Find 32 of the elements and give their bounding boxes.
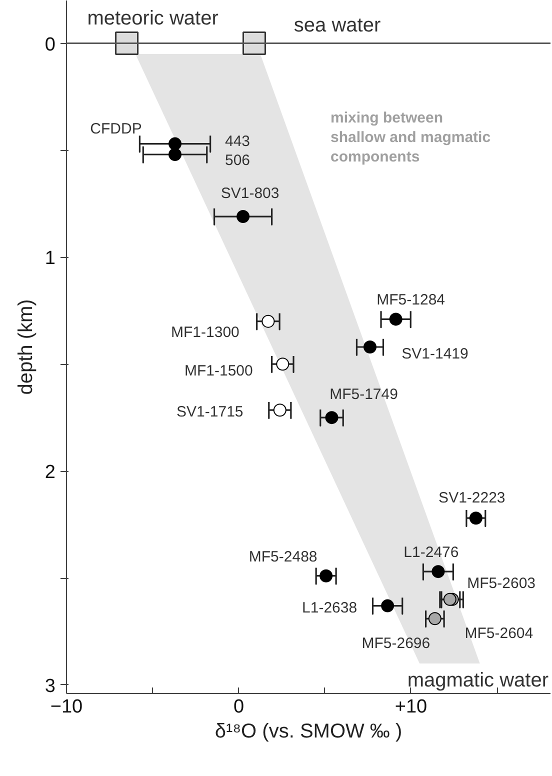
x-axis-title: δ¹⁸O (vs. SMOW ‰ ) xyxy=(214,720,402,742)
annotation: magmatic water xyxy=(407,670,549,692)
annotation: SV1-2223 xyxy=(438,490,506,507)
y-axis-title: depth (km) xyxy=(14,299,37,395)
annotation: SV1-1715 xyxy=(176,404,244,421)
x-tick-label: +10 xyxy=(394,696,428,718)
annotation: MF5-2696 xyxy=(362,635,430,652)
annotation: SV1-803 xyxy=(220,185,280,202)
annotation: L1-2476 xyxy=(404,544,459,562)
annotation: SV1-1419 xyxy=(402,346,468,362)
point xyxy=(242,32,266,56)
annotation: MF5-2603 xyxy=(467,574,536,592)
annotation: meteoric water xyxy=(87,7,219,30)
annotation: 506 xyxy=(224,152,250,169)
annotation: MF5-1284 xyxy=(376,292,446,309)
annotation: MF5-2488 xyxy=(248,548,318,566)
annotation: mixing between shallow and magmatic components xyxy=(330,109,491,166)
annotation: sea water xyxy=(294,14,381,36)
annotation: CFDDP xyxy=(90,120,142,138)
annotation: MF1-1300 xyxy=(171,324,240,341)
annotation: MF5-2604 xyxy=(464,624,534,642)
annotation: MF5-1749 xyxy=(330,386,398,404)
x-tick-label: 0 xyxy=(233,696,244,718)
x-tick-label: −10 xyxy=(50,696,83,718)
point xyxy=(115,32,139,56)
annotation: 443 xyxy=(224,133,250,150)
y-tick-label: 3 xyxy=(44,676,56,697)
y-tick-label: 0 xyxy=(44,34,56,56)
y-tick-label: 2 xyxy=(44,462,56,484)
y-tick-label: 1 xyxy=(44,248,56,270)
annotation: L1-2638 xyxy=(302,599,358,616)
annotation: MF1-1500 xyxy=(184,362,253,380)
